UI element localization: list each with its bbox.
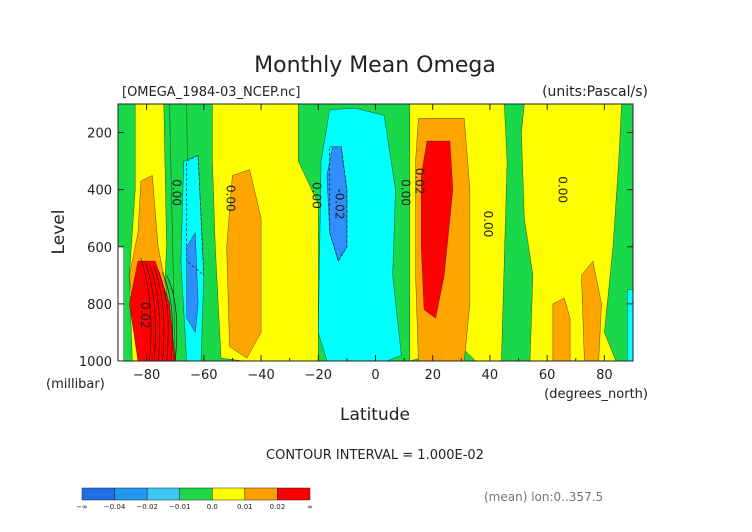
colorbar-swatch [244, 487, 278, 501]
x-tick-label: 80 [596, 368, 613, 383]
x-tick-label: −20 [305, 368, 332, 383]
red-contour-line [144, 260, 156, 361]
colorbar-label: −0.01 [169, 503, 190, 511]
y-tick-label: 200 [87, 127, 112, 142]
red-contour-line [149, 263, 160, 361]
cyan-edge [627, 289, 633, 361]
dashed-contour [186, 154, 205, 277]
colorbar-swatch [212, 487, 246, 501]
orange-mid [226, 169, 262, 359]
colorbar: −∞ −0.04 −0.02 −0.01 0.0 0.01 0.02 ∞ [76, 487, 313, 511]
colorbar-label: 0.02 [270, 503, 286, 511]
colorbar-swatch [114, 487, 148, 501]
core-red-nh [421, 140, 454, 319]
red-contour-line [162, 272, 173, 361]
x-tick-label: 0 [371, 368, 379, 383]
contour-label: 0.00 [310, 182, 324, 209]
chart-title: Monthly Mean Omega [254, 53, 496, 78]
x-axis-label: Latitude [340, 405, 410, 425]
x-tick-label: −40 [247, 368, 274, 383]
y-tick-label: 800 [87, 298, 112, 313]
x-tick-label: −60 [190, 368, 217, 383]
x-tick-label: 20 [424, 368, 441, 383]
x-tick-label: 60 [539, 368, 556, 383]
contour-label: 0.00 [556, 176, 570, 203]
contour-label: 0.02 [413, 168, 427, 195]
colorbar-label: 0.0 [207, 503, 218, 511]
red-contour-line [157, 269, 169, 361]
red-contour-line [153, 266, 165, 361]
units-label: (units:Pascal/s) [542, 84, 648, 100]
y-axis: 200 400 600 800 1000 [79, 127, 633, 370]
y-unit-label: (millibar) [46, 377, 105, 392]
colorbar-label: ∞ [307, 503, 313, 511]
contour-label: 0.00 [481, 211, 495, 238]
file-label: [OMEGA_1984-03_NCEP.nc] [122, 85, 300, 100]
colorbar-label: −0.02 [136, 503, 157, 511]
y-tick-label: 600 [87, 241, 112, 256]
x-axis: −80 −60 −40 −20 0 20 40 60 80 [117, 104, 634, 383]
y-axis-label: Level [49, 210, 69, 255]
colorbar-label: 0.01 [237, 503, 253, 511]
colorbar-label: −0.04 [104, 503, 126, 511]
x-tick-label: 40 [482, 368, 499, 383]
colorbar-swatch [277, 487, 311, 501]
orange-high-2 [581, 260, 602, 361]
red-contour-line [166, 275, 178, 361]
orange-high-1 [552, 297, 571, 361]
red-contour-line [140, 258, 152, 361]
dashed-contour [329, 146, 348, 262]
y-tick-label: 400 [87, 184, 112, 199]
contour-interval-text: CONTOUR INTERVAL = 1.000E-02 [266, 448, 484, 463]
x-tick-label: −80 [133, 368, 160, 383]
contour-label: -0.02 [332, 188, 346, 219]
contour-label: 0.00 [169, 179, 183, 206]
plot-area [118, 104, 633, 361]
x-unit-label: (degrees_north) [544, 387, 648, 402]
contour-lines [140, 146, 348, 361]
colorbar-swatch [81, 487, 115, 501]
mean-text: (mean) lon:0..357.5 [484, 490, 603, 504]
y-tick-label: 1000 [79, 355, 112, 370]
colorbar-swatch [146, 487, 180, 501]
contour-label: 0.00 [224, 185, 238, 212]
colorbar-label: −∞ [76, 503, 88, 511]
contour-labels: 0.00 0.00 0.00 -0.02 0.00 0.020.000.000.02 [138, 168, 570, 329]
contour-label: 0.00 [398, 179, 412, 206]
contour-label: 0.02 [138, 302, 152, 329]
colorbar-swatch [179, 487, 213, 501]
blue-sh [186, 231, 199, 334]
